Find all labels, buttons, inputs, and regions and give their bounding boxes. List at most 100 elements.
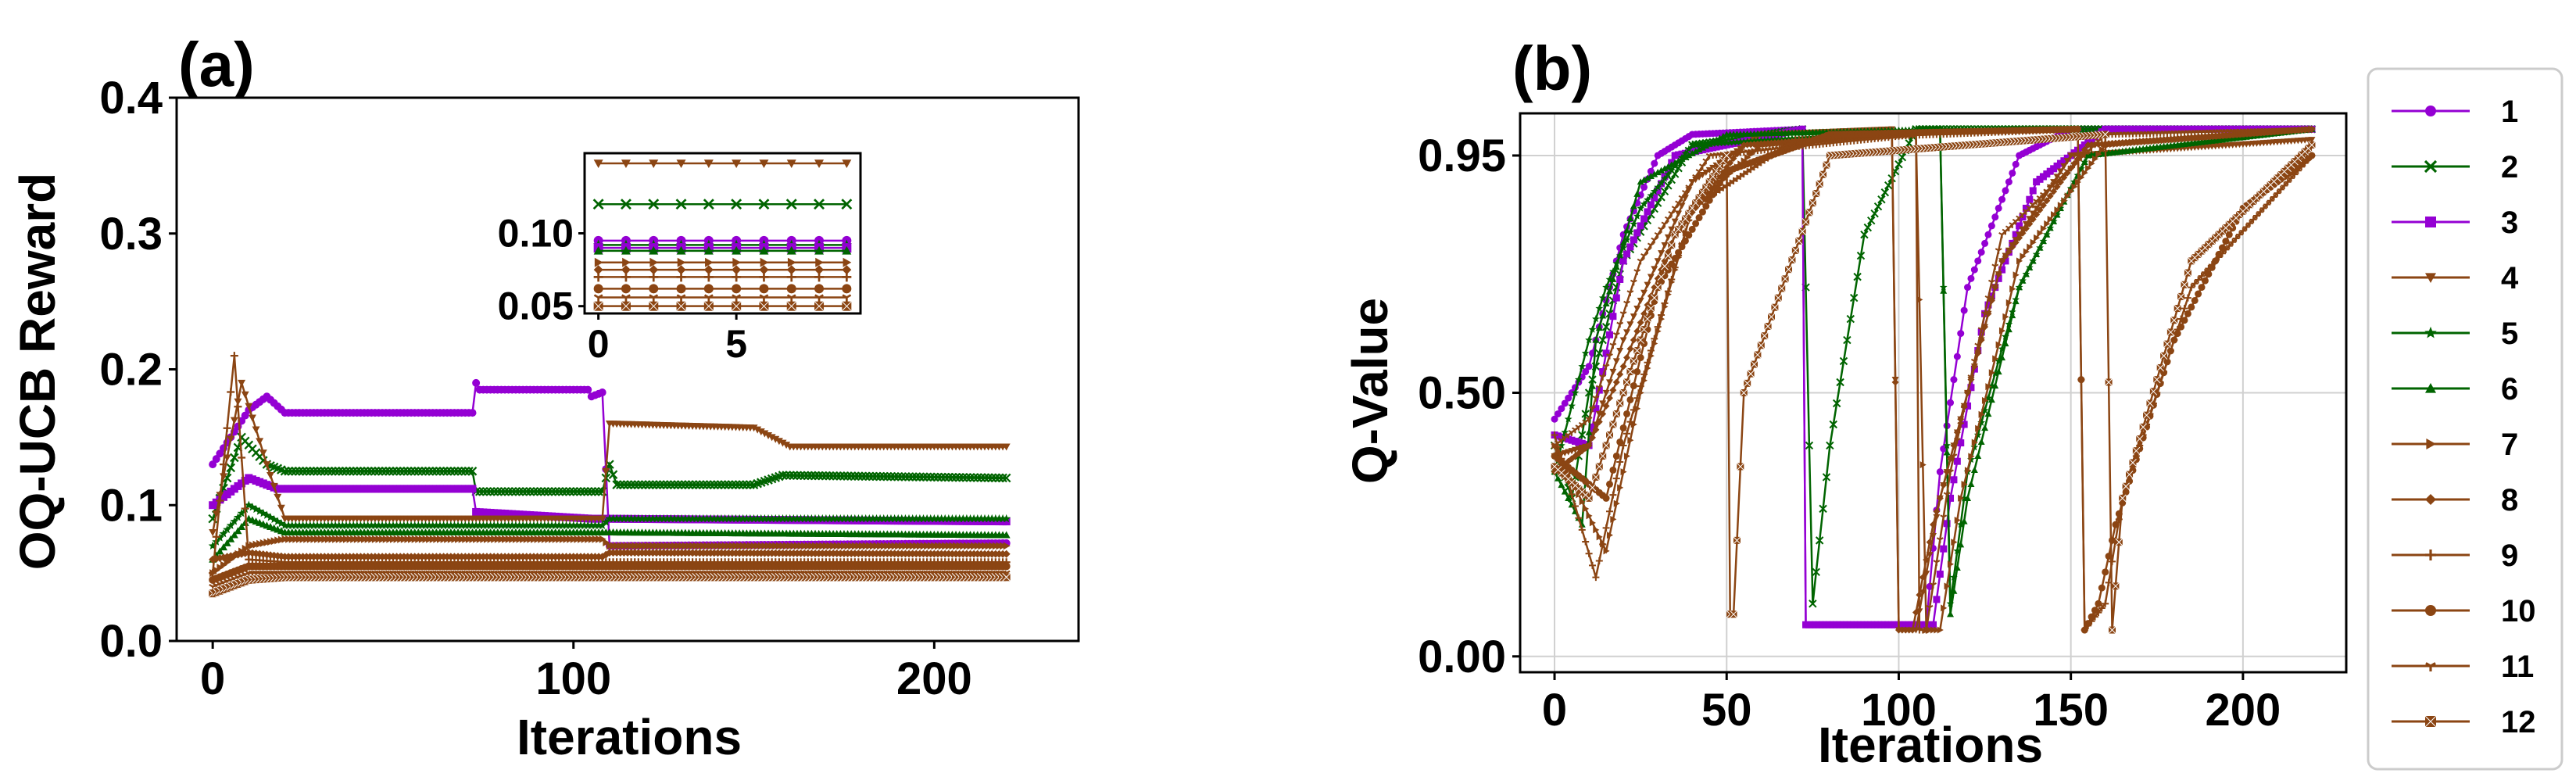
inset-data-point-12	[842, 302, 851, 311]
data-point-10	[1630, 382, 1637, 389]
inset-data-point-10	[814, 284, 824, 293]
data-point-4	[1630, 313, 1637, 320]
data-point-2	[1871, 210, 1878, 217]
inset-data-point-10	[649, 284, 658, 293]
inset-data-point-12	[759, 302, 768, 311]
data-point-8	[1623, 354, 1630, 361]
data-point-4	[267, 472, 274, 479]
data-point-3	[1933, 596, 1940, 603]
data-point-4	[1606, 379, 1613, 385]
data-point-2	[1875, 203, 1882, 210]
data-point-3	[1620, 257, 1627, 264]
x-tick-label: 50	[1701, 685, 1752, 736]
data-point-10	[1616, 439, 1623, 446]
panel-a-x-axis: 0 100 200	[200, 641, 972, 704]
data-point-4	[1623, 329, 1630, 335]
data-point-4	[1633, 306, 1640, 312]
data-point-3	[1633, 229, 1640, 236]
data-point-3	[469, 485, 477, 492]
data-point-4	[1675, 211, 1682, 217]
data-point-2	[1878, 196, 1885, 203]
inset-data-point-10	[704, 284, 714, 293]
data-point-9	[1606, 508, 1613, 515]
figure: (a) 0.00.10.20.30.4 0 100 200 OQ-UCB Rewar…	[0, 0, 2576, 784]
data-point-3	[2026, 196, 2033, 203]
inset-data-point-12	[677, 302, 686, 311]
panel-b: (b) 0.000.500.95 0 50 100 150 200 Q-Value It…	[1342, 34, 2346, 773]
data-point-9	[1609, 492, 1616, 499]
data-point-10	[1620, 424, 1627, 431]
data-point-4	[1661, 242, 1668, 249]
y-tick-label: 0.0	[99, 616, 163, 667]
data-point-6	[1947, 610, 1954, 617]
series-1	[1551, 126, 2316, 628]
data-point-3	[1954, 458, 1961, 465]
y-tick-label: 0.00	[1418, 632, 1506, 682]
panel-a-y-axis: 0.00.10.20.30.4	[99, 73, 177, 667]
data-point-1	[1991, 213, 1998, 220]
data-point-6	[1974, 453, 1981, 459]
data-point-3	[2030, 187, 2037, 194]
data-point-1	[599, 388, 606, 396]
data-point-1	[1967, 275, 1974, 282]
data-point-1	[1971, 267, 1978, 274]
data-point-9	[1616, 459, 1623, 466]
data-point-4	[1616, 348, 1623, 354]
data-point-10	[1623, 410, 1630, 417]
data-point-1	[1586, 363, 1593, 370]
data-point-10	[1613, 453, 1620, 460]
inset-data-point-12	[787, 302, 796, 311]
panel-b-y-axis: 0.000.500.95	[1418, 131, 1520, 682]
data-point-4	[1620, 337, 1627, 343]
panel-a-y-axis-label: OQ-UCB Reward	[9, 173, 66, 571]
series-7	[1551, 126, 2315, 634]
inset-data-point-10	[759, 284, 768, 293]
data-point-3	[1640, 215, 1648, 222]
data-point-12	[1003, 573, 1011, 581]
data-point-1	[1947, 399, 1954, 406]
series-12	[209, 573, 1011, 597]
inset-x-axis: 05	[588, 313, 747, 366]
panel-b-series	[1551, 125, 2316, 633]
inset-data-point-12	[814, 302, 824, 311]
data-point-9	[1589, 562, 1596, 569]
data-point-4	[277, 505, 285, 512]
data-point-4	[1658, 250, 1665, 256]
data-point-10	[1603, 495, 1610, 502]
data-point-1	[1981, 240, 1988, 247]
y-tick-label: 0.1	[99, 480, 163, 531]
data-point-3	[1623, 250, 1630, 257]
data-point-1	[1995, 205, 2002, 212]
data-point-10	[1609, 467, 1616, 474]
data-point-4	[1637, 298, 1644, 304]
data-point-8	[1637, 319, 1644, 326]
data-point-1	[1937, 468, 1944, 475]
data-point-2	[1864, 224, 1871, 231]
inset-y-tick-label: 0.05	[498, 285, 574, 328]
panel-b-label: (b)	[1512, 34, 1592, 103]
data-point-1	[1651, 160, 1658, 167]
data-point-9	[1586, 550, 1593, 557]
inset-data-point-12	[704, 302, 714, 311]
inset-y-tick-label: 0.10	[498, 212, 574, 256]
data-point-6	[1978, 439, 1985, 445]
data-point-10	[1606, 481, 1613, 488]
x-tick-label: 100	[535, 653, 611, 704]
data-point-6	[1967, 481, 1974, 487]
data-point-3	[1613, 295, 1620, 302]
data-point-1	[584, 386, 592, 394]
data-point-4	[1651, 266, 1658, 272]
x-tick-label: 200	[2205, 685, 2281, 736]
data-point-2	[1885, 182, 1892, 189]
inset-y-axis: 0.05 0.10	[498, 212, 585, 328]
data-point-9	[238, 453, 245, 461]
data-point-1	[1954, 353, 1961, 360]
data-point-1	[2002, 187, 2009, 194]
data-point-10	[1003, 562, 1011, 570]
data-point-10	[1633, 368, 1640, 375]
data-point-8	[1892, 379, 1899, 386]
data-point-8	[1613, 379, 1620, 386]
data-point-1	[1998, 196, 2005, 203]
data-point-4	[1665, 234, 1672, 241]
data-point-1	[1974, 257, 1981, 264]
